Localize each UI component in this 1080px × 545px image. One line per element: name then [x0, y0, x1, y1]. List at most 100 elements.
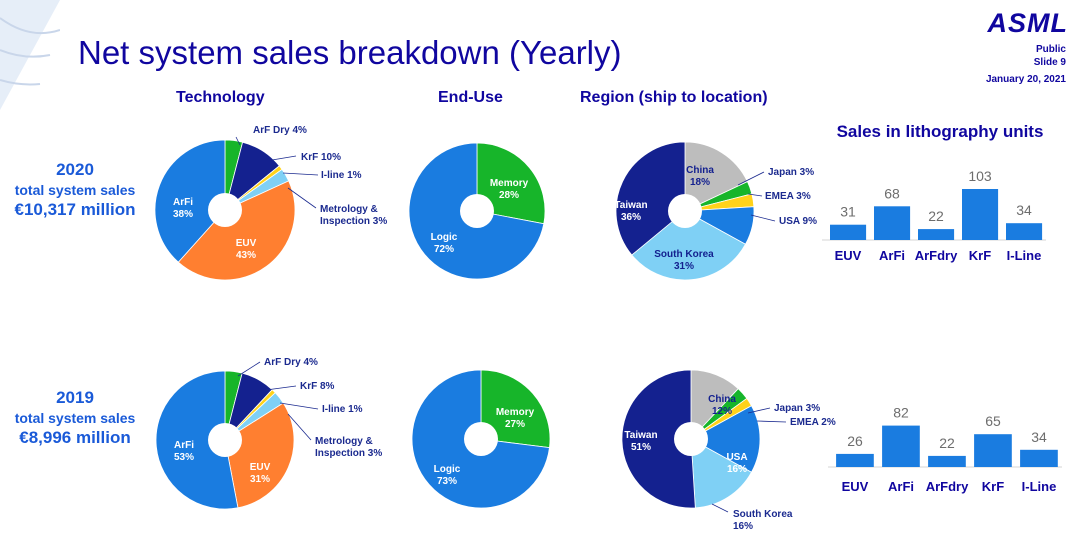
page-title: Net system sales breakdown (Yearly) — [78, 34, 622, 71]
pie-center-hole — [460, 194, 494, 228]
bar-i-line — [1006, 223, 1043, 240]
bar-category-label: I-Line — [1022, 479, 1057, 494]
bar-arfi — [882, 425, 920, 467]
pie-slice-usa — [690, 405, 761, 473]
pie-label-japan: Japan 3% — [768, 167, 814, 178]
corner-decoration — [0, 0, 60, 110]
bar-chart-2019: 26 EUV 82 ArFi 22 ArFdry 65 KrF 34 I-Line — [828, 405, 1062, 494]
pie-label-euv: EUV 43% — [236, 238, 257, 261]
pie-label-arfi: ArFi 38% — [173, 197, 193, 220]
pie-center-hole — [208, 423, 242, 457]
bar-value-label: 34 — [1031, 429, 1047, 445]
bar-arfdry — [928, 455, 966, 467]
pie-label-china: China 18% — [686, 165, 714, 188]
leader-line-japan — [737, 171, 765, 186]
bar-category-label: KrF — [969, 248, 991, 263]
slide-date: January 20, 2021 — [985, 74, 1066, 85]
pie-label-arf-dry: ArF Dry 4% — [253, 125, 307, 136]
leader-line-emea — [756, 420, 787, 423]
bar-category-label: EUV — [842, 479, 869, 494]
bar-value-label: 68 — [884, 185, 900, 201]
bar-krf — [962, 189, 999, 240]
leader-line-i-line — [282, 172, 319, 176]
bar-category-label: EUV — [835, 248, 862, 263]
pie-label-euv: EUV 31% — [250, 462, 271, 485]
year-sales-amount: €8,996 million — [19, 428, 131, 447]
pie-chart-region-2019: China 12% Japan 3% EMEA 2% USA 16% South Korea… — [621, 369, 836, 532]
bar-value-label: 65 — [985, 413, 1001, 429]
pie-label-krf: KrF 8% — [300, 381, 335, 392]
pie-slice-memory — [476, 142, 546, 225]
pie-label-i-line: I-line 1% — [322, 404, 363, 415]
pie-chart-enduse-2019: Memory 27% Logic 73% — [411, 369, 551, 509]
pie-chart-enduse-2020: Memory 28% Logic 72% — [408, 142, 546, 280]
pie-label-south-korea: South Korea 16% — [733, 509, 793, 532]
pie-label-metrology-inspection: Metrology & Inspection 3% — [315, 436, 382, 459]
bar-value-label: 22 — [928, 208, 944, 224]
pie-label-japan: Japan 3% — [774, 403, 820, 414]
pie-label-arf-dry: ArF Dry 4% — [264, 357, 318, 368]
slide-number: Slide 9 — [1033, 57, 1066, 68]
leader-line-metrology-inspection — [287, 413, 312, 441]
year-summary-2020: 2020 total system sales €10,317 million — [0, 160, 150, 220]
pie-slice-south-korea — [690, 438, 753, 509]
bar-category-label: ArFdry — [926, 479, 969, 494]
bar-chart-2020: 31 EUV 68 ArFi 22 ArFdry 103 KrF 34 I-Line — [822, 168, 1046, 263]
pie-slice-arfi — [154, 139, 226, 263]
pie-chart-tech-2020: ArF Dry 4% KrF 10% I-line 1% Metrology & Ins… — [154, 125, 387, 281]
bar-value-label: 34 — [1016, 202, 1032, 218]
bar-euv — [830, 224, 867, 240]
leader-line-japan — [747, 407, 771, 414]
pie-label-taiwan: Taiwan 51% — [624, 430, 657, 453]
pie-slice-arfi — [155, 370, 239, 510]
bar-category-label: I-Line — [1007, 248, 1042, 263]
pie-slice-memory — [480, 369, 551, 449]
bar-krf — [974, 434, 1012, 467]
pie-label-emea: EMEA 3% — [765, 191, 811, 202]
pie-label-memory: Memory 28% — [490, 178, 529, 201]
pie-label-krf: KrF 10% — [301, 152, 341, 163]
leader-line-krf — [271, 155, 297, 161]
pie-label-logic: Logic 73% — [434, 464, 461, 487]
pie-label-memory: Memory 27% — [496, 407, 535, 430]
bar-category-label: ArFi — [879, 248, 905, 263]
leader-line-i-line — [279, 402, 319, 410]
pie-label-taiwan: Taiwan 36% — [614, 200, 647, 223]
year-sales-amount: €10,317 million — [14, 200, 136, 219]
year-summary-2019: 2019 total system sales €8,996 million — [0, 388, 150, 448]
pie-label-logic: Logic 72% — [431, 232, 458, 255]
leader-line-metrology-inspection — [287, 187, 317, 209]
bar-value-label: 82 — [893, 405, 909, 421]
pie-center-hole — [208, 193, 242, 227]
bar-arfdry — [918, 229, 955, 240]
bar-value-label: 22 — [939, 435, 955, 451]
pie-chart-region-2020: China 18% Japan 3% EMEA 3% USA 9% South Korea… — [614, 141, 817, 281]
column-header-technology: Technology — [176, 89, 265, 106]
bar-category-label: ArFi — [888, 479, 914, 494]
leader-line-usa — [750, 214, 776, 222]
column-header-end-use: End-Use — [438, 89, 503, 106]
leader-line-arf-dry — [237, 361, 261, 377]
bar-euv — [836, 453, 874, 467]
bar-value-label: 31 — [840, 204, 856, 220]
leader-line-south-korea — [711, 503, 729, 513]
pie-slice-euv — [177, 180, 296, 281]
asml-logo: ASML — [987, 8, 1068, 38]
bar-chart-title: Sales in lithography units — [836, 122, 1044, 141]
pie-slice-taiwan — [615, 141, 686, 256]
pie-label-south-korea: South Korea 31% — [654, 249, 714, 272]
pie-center-hole — [464, 422, 498, 456]
bar-category-label: KrF — [982, 479, 1004, 494]
pie-center-hole — [668, 194, 702, 228]
pie-label-usa: USA 16% — [726, 452, 747, 475]
year-label: 2019 — [56, 388, 94, 407]
bar-i-line — [1020, 449, 1058, 467]
pie-label-metrology-inspection: Metrology & Inspection 3% — [320, 204, 387, 227]
pie-chart-tech-2019: ArF Dry 4% KrF 8% I-line 1% Metrology & Insp… — [155, 357, 382, 510]
leader-line-arf-dry — [235, 136, 241, 146]
pie-slice-china — [684, 141, 748, 212]
pie-slice-south-korea — [631, 210, 747, 281]
year-label: 2020 — [56, 160, 94, 179]
bar-category-label: ArFdry — [915, 248, 958, 263]
